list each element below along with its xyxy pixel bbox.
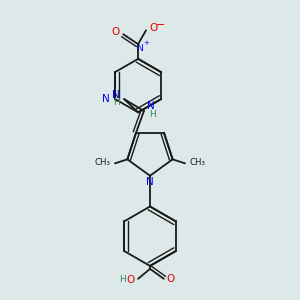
Text: O: O — [167, 274, 175, 284]
Text: N: N — [102, 94, 110, 104]
Text: N: N — [136, 44, 142, 52]
Text: +: + — [143, 40, 149, 46]
Text: O: O — [111, 27, 119, 37]
Text: N: N — [147, 101, 155, 111]
Text: N: N — [112, 90, 120, 100]
Text: CH₃: CH₃ — [189, 158, 205, 167]
Text: N: N — [146, 177, 154, 187]
Text: H: H — [119, 275, 126, 284]
Text: O: O — [126, 275, 134, 285]
Text: CH₃: CH₃ — [95, 158, 111, 167]
Text: −: − — [156, 20, 166, 30]
Text: H: H — [113, 98, 120, 106]
Text: H: H — [149, 110, 156, 119]
Text: O: O — [150, 23, 158, 33]
